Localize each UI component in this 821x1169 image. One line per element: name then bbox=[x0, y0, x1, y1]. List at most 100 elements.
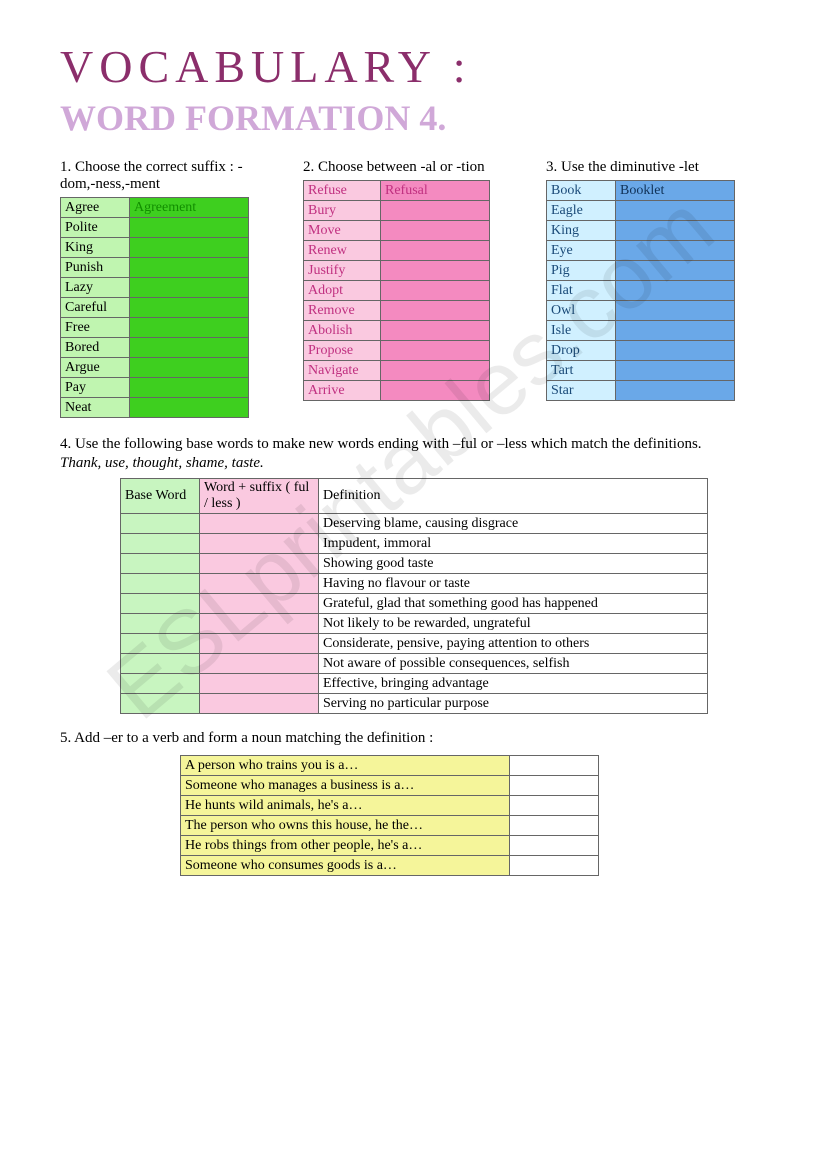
answer-cell[interactable] bbox=[130, 218, 249, 238]
answer-cell[interactable] bbox=[130, 298, 249, 318]
table-row: Impudent, immoral bbox=[121, 534, 708, 554]
word-cell: Careful bbox=[61, 298, 130, 318]
suffix-word-cell[interactable] bbox=[200, 674, 319, 694]
answer-cell[interactable] bbox=[381, 361, 490, 381]
answer-cell[interactable] bbox=[130, 238, 249, 258]
base-word-cell[interactable] bbox=[121, 534, 200, 554]
word-cell: Agree bbox=[61, 198, 130, 218]
suffix-word-cell[interactable] bbox=[200, 594, 319, 614]
definition-cell: Deserving blame, causing disgrace bbox=[319, 514, 708, 534]
answer-cell[interactable] bbox=[616, 221, 735, 241]
suffix-word-cell[interactable] bbox=[200, 694, 319, 714]
answer-cell[interactable] bbox=[130, 398, 249, 418]
answer-cell[interactable] bbox=[510, 796, 599, 816]
word-cell: King bbox=[547, 221, 616, 241]
definition-cell: Not likely to be rewarded, ungrateful bbox=[319, 614, 708, 634]
table-row: Tart bbox=[547, 361, 735, 381]
base-word-cell[interactable] bbox=[121, 554, 200, 574]
base-word-cell[interactable] bbox=[121, 614, 200, 634]
table-row: Considerate, pensive, paying attention t… bbox=[121, 634, 708, 654]
answer-cell[interactable] bbox=[616, 341, 735, 361]
answer-cell[interactable] bbox=[381, 261, 490, 281]
suffix-word-cell[interactable] bbox=[200, 634, 319, 654]
answer-cell[interactable] bbox=[130, 258, 249, 278]
section-4-instruction: 4. Use the following base words to make … bbox=[60, 436, 761, 453]
suffix-word-cell[interactable] bbox=[200, 554, 319, 574]
table-row: Punish bbox=[61, 258, 249, 278]
subtitle: WORD FORMATION 4. bbox=[60, 97, 761, 139]
word-cell: Book bbox=[547, 181, 616, 201]
answer-cell[interactable] bbox=[381, 381, 490, 401]
word-cell: Arrive bbox=[304, 381, 381, 401]
base-word-cell[interactable] bbox=[121, 674, 200, 694]
table-row: Pig bbox=[547, 261, 735, 281]
answer-cell[interactable] bbox=[381, 201, 490, 221]
answer-cell[interactable] bbox=[616, 241, 735, 261]
table-row: Someone who consumes goods is a… bbox=[181, 856, 599, 876]
answer-cell[interactable] bbox=[616, 281, 735, 301]
word-cell: Refuse bbox=[304, 181, 381, 201]
table-row: A person who trains you is a… bbox=[181, 756, 599, 776]
answer-cell[interactable] bbox=[381, 321, 490, 341]
base-word-cell[interactable] bbox=[121, 514, 200, 534]
table-row: Star bbox=[547, 381, 735, 401]
answer-cell[interactable] bbox=[381, 241, 490, 261]
suffix-word-cell[interactable] bbox=[200, 614, 319, 634]
answer-cell[interactable] bbox=[510, 756, 599, 776]
suffix-word-cell[interactable] bbox=[200, 514, 319, 534]
answer-cell[interactable] bbox=[381, 301, 490, 321]
answer-cell[interactable] bbox=[130, 278, 249, 298]
answer-cell[interactable] bbox=[616, 361, 735, 381]
answer-cell[interactable] bbox=[616, 301, 735, 321]
definition-cell: He robs things from other people, he's a… bbox=[181, 836, 510, 856]
answer-cell[interactable]: Refusal bbox=[381, 181, 490, 201]
answer-cell[interactable] bbox=[510, 776, 599, 796]
table-row: Polite bbox=[61, 218, 249, 238]
table-row: Someone who manages a business is a… bbox=[181, 776, 599, 796]
suffix-word-cell[interactable] bbox=[200, 654, 319, 674]
answer-cell[interactable] bbox=[510, 836, 599, 856]
table-row: Effective, bringing advantage bbox=[121, 674, 708, 694]
answer-cell[interactable] bbox=[381, 281, 490, 301]
section-2: 2. Choose between -al or -tion RefuseRef… bbox=[303, 159, 518, 418]
answer-cell[interactable] bbox=[130, 318, 249, 338]
word-cell: Eagle bbox=[547, 201, 616, 221]
table-row: Argue bbox=[61, 358, 249, 378]
suffix-word-cell[interactable] bbox=[200, 574, 319, 594]
answer-cell[interactable] bbox=[130, 338, 249, 358]
answer-cell[interactable] bbox=[381, 341, 490, 361]
word-cell: Isle bbox=[547, 321, 616, 341]
word-cell: Abolish bbox=[304, 321, 381, 341]
answer-cell[interactable] bbox=[130, 358, 249, 378]
suffix-word-cell[interactable] bbox=[200, 534, 319, 554]
answer-cell[interactable] bbox=[130, 378, 249, 398]
table-row: Bury bbox=[304, 201, 490, 221]
word-cell: Bored bbox=[61, 338, 130, 358]
header-cell: Word + suffix ( ful / less ) bbox=[200, 479, 319, 514]
definition-cell: A person who trains you is a… bbox=[181, 756, 510, 776]
base-word-cell[interactable] bbox=[121, 634, 200, 654]
definition-cell: Having no flavour or taste bbox=[319, 574, 708, 594]
answer-cell[interactable] bbox=[616, 381, 735, 401]
section-4-table: Base WordWord + suffix ( ful / less )Def… bbox=[120, 478, 708, 714]
base-word-cell[interactable] bbox=[121, 574, 200, 594]
word-cell: Drop bbox=[547, 341, 616, 361]
answer-cell[interactable] bbox=[510, 816, 599, 836]
base-word-cell[interactable] bbox=[121, 594, 200, 614]
answer-cell[interactable] bbox=[616, 261, 735, 281]
word-cell: Eye bbox=[547, 241, 616, 261]
answer-cell[interactable] bbox=[381, 221, 490, 241]
answer-cell[interactable] bbox=[616, 201, 735, 221]
word-cell: Adopt bbox=[304, 281, 381, 301]
base-word-cell[interactable] bbox=[121, 694, 200, 714]
word-cell: Tart bbox=[547, 361, 616, 381]
answer-cell[interactable]: Agreement bbox=[130, 198, 249, 218]
table-row: Renew bbox=[304, 241, 490, 261]
table-row: Lazy bbox=[61, 278, 249, 298]
table-row: Eagle bbox=[547, 201, 735, 221]
answer-cell[interactable] bbox=[510, 856, 599, 876]
base-word-cell[interactable] bbox=[121, 654, 200, 674]
word-cell: Remove bbox=[304, 301, 381, 321]
answer-cell[interactable]: Booklet bbox=[616, 181, 735, 201]
answer-cell[interactable] bbox=[616, 321, 735, 341]
